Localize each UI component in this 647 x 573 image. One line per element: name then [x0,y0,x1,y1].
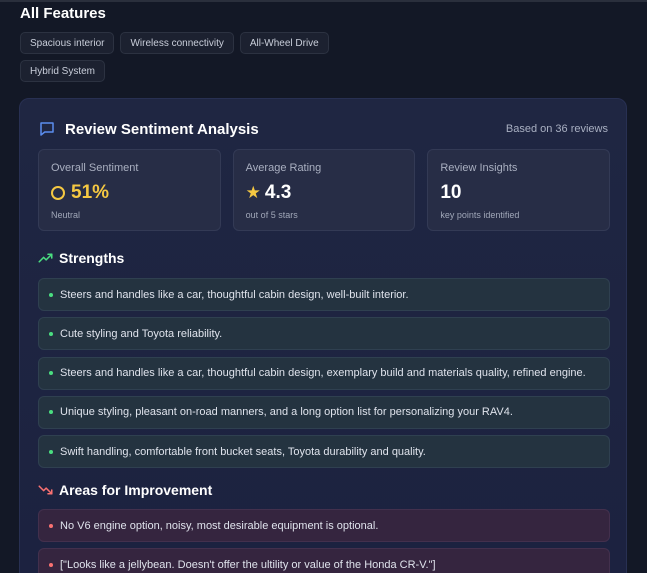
stat-average-rating: Average Rating ★ 4.3 out of 5 stars [232,149,416,231]
feature-tag: Hybrid System [20,60,106,82]
bullet-icon [49,449,53,454]
stat-value: 51% [71,182,110,203]
strength-text: Swift handling, comfortable front bucket… [60,445,426,458]
stats-row: Overall Sentiment 51% Neutral Average Ra… [38,149,611,231]
strength-text: Cute styling and Toyota reliability. [60,327,223,340]
feature-tag: Wireless connectivity [120,32,234,54]
strength-item: Unique styling, pleasant on-road manners… [38,395,610,429]
review-count: Based on 36 reviews [505,123,608,135]
improvement-item: ["Looks like a jellybean. Doesn't offer … [38,548,610,573]
stat-label: Overall Sentiment [51,162,139,174]
improvement-text: No V6 engine option, noisy, most desirab… [60,519,379,532]
stat-sub: Neutral [51,210,81,220]
trending-up-icon [38,253,53,263]
strengths-heading: Strengths [38,250,124,266]
improvements-title: Areas for Improvement [59,482,213,498]
star-icon: ★ [245,183,261,202]
stat-sub: key points identified [440,210,520,220]
strengths-list: Steers and handles like a car, thoughtfu… [38,278,610,474]
neutral-circle-icon [51,186,65,200]
chat-bubble-icon [40,122,54,136]
panel-title: Review Sentiment Analysis [65,120,259,138]
strengths-title: Strengths [59,250,125,266]
trending-down-icon [38,485,53,495]
strength-text: Steers and handles like a car, thoughtfu… [60,367,586,380]
stat-value-row: ★ 4.3 [246,182,403,204]
strength-item: Swift handling, comfortable front bucket… [38,435,610,469]
feature-tag: All-Wheel Drive [239,32,329,54]
stat-label: Average Rating [245,162,322,174]
stat-label: Review Insights [440,162,518,174]
strength-item: Steers and handles like a car, thoughtfu… [38,356,610,390]
feature-tags: Spacious interior Wireless connectivity … [20,32,340,82]
stat-value: 4.3 [264,182,292,203]
strength-text: Unique styling, pleasant on-road manners… [60,406,513,419]
improvement-text: ["Looks like a jellybean. Doesn't offer … [60,558,436,571]
strength-text: Steers and handles like a car, thoughtfu… [60,288,409,301]
improvements-heading: Areas for Improvement [38,482,212,498]
stat-value: 10 [440,182,462,203]
improvements-list: No V6 engine option, noisy, most desirab… [38,509,610,573]
stat-sub: out of 5 stars [245,210,298,220]
stat-value-row: 10 [440,182,597,204]
strength-item: Steers and handles like a car, thoughtfu… [38,278,610,311]
sentiment-panel: Review Sentiment Analysis Based on 36 re… [19,98,627,573]
panel-header: Review Sentiment Analysis Based on 36 re… [38,119,608,139]
bullet-icon [49,410,53,415]
feature-tag: Spacious interior [20,32,115,54]
strength-item: Cute styling and Toyota reliability. [38,317,610,351]
stat-value-row: 51% [51,182,208,204]
bullet-icon [49,292,53,297]
bullet-icon [49,523,53,528]
bullet-icon [49,371,53,376]
bullet-icon [49,562,53,567]
features-title: All Features [20,5,106,22]
stat-overall-sentiment: Overall Sentiment 51% Neutral [38,149,221,231]
top-divider [0,0,647,2]
improvement-item: No V6 engine option, noisy, most desirab… [38,509,610,542]
stat-review-insights: Review Insights 10 key points identified [427,149,611,231]
bullet-icon [49,331,53,336]
